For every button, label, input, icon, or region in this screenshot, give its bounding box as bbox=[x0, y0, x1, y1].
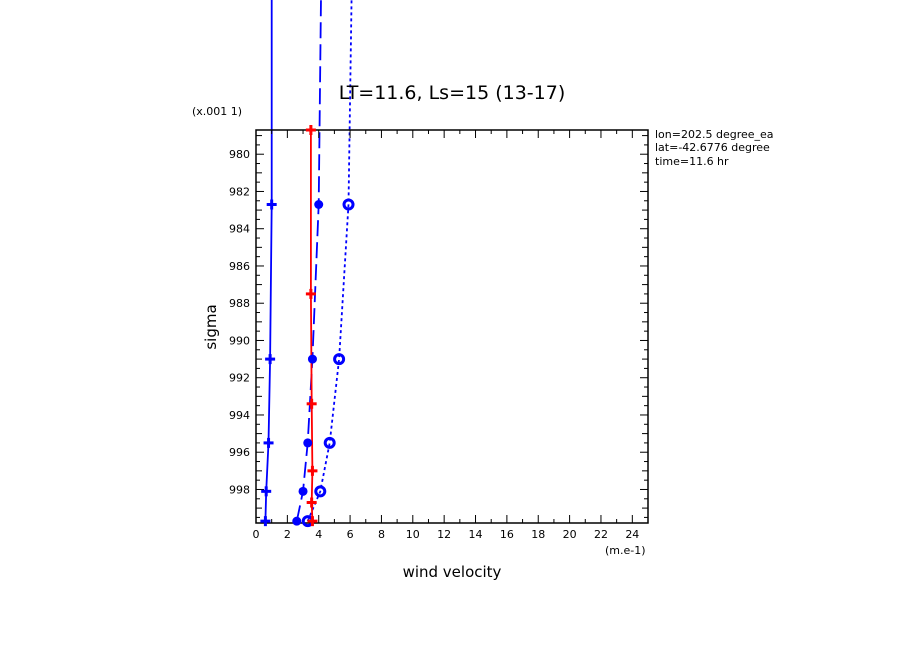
y-axis-ticks: 980 982 984 986 988 990 992 994 996 998 bbox=[229, 135, 648, 518]
y-tick-label: 986 bbox=[229, 260, 250, 273]
series-2-point bbox=[307, 354, 317, 364]
x-unit-label: (m.e-1) bbox=[605, 544, 646, 557]
x-axis-label: wind velocity bbox=[403, 563, 502, 581]
series-2-point bbox=[292, 516, 302, 526]
y-axis-label: sigma bbox=[202, 304, 220, 349]
annotation-lon: lon=202.5 degree_ea bbox=[655, 128, 774, 141]
annotation-time: time=11.6 hr bbox=[655, 155, 729, 168]
series-3-point bbox=[342, 198, 355, 211]
y-scale-label: (x.001 1) bbox=[192, 105, 242, 118]
x-tick-label: 12 bbox=[437, 528, 451, 541]
series-1-point bbox=[260, 516, 271, 527]
series-2-point bbox=[303, 438, 313, 448]
marker-layer bbox=[260, 125, 355, 528]
series-4-point bbox=[307, 465, 318, 476]
series-4-point bbox=[306, 497, 317, 508]
chart-title: LT=11.6, Ls=15 (13-17) bbox=[339, 82, 566, 104]
y-tick-label: 994 bbox=[229, 409, 250, 422]
y-tick-label: 980 bbox=[229, 148, 250, 161]
x-tick-label: 24 bbox=[625, 528, 639, 541]
x-tick-label: 20 bbox=[563, 528, 577, 541]
x-tick-label: 10 bbox=[406, 528, 420, 541]
series-2-point bbox=[298, 486, 308, 496]
y-tick-label: 988 bbox=[229, 297, 250, 310]
y-tick-label: 984 bbox=[229, 223, 250, 236]
y-tick-label: 990 bbox=[229, 334, 250, 347]
series-1-point bbox=[261, 486, 272, 497]
x-tick-label: 18 bbox=[531, 528, 545, 541]
x-axis-ticks: 0 2 4 6 8 10 12 14 16 18 20 22 24 bbox=[253, 130, 649, 541]
series-1-point bbox=[266, 199, 277, 210]
series-line-4 bbox=[309, 130, 314, 522]
x-tick-label: 8 bbox=[378, 528, 385, 541]
series-1-point bbox=[265, 354, 276, 365]
x-tick-label: 14 bbox=[469, 528, 483, 541]
series-4-point bbox=[307, 516, 318, 527]
series-4-point bbox=[305, 288, 316, 299]
series-4-point bbox=[305, 125, 316, 135]
x-tick-label: 16 bbox=[500, 528, 514, 541]
y-tick-label: 998 bbox=[229, 483, 250, 496]
x-tick-label: 6 bbox=[347, 528, 354, 541]
y-tick-label: 982 bbox=[229, 185, 250, 198]
x-tick-label: 0 bbox=[253, 528, 260, 541]
series-line-2 bbox=[295, 0, 322, 522]
y-tick-label: 992 bbox=[229, 372, 250, 385]
plot-frame bbox=[255, 129, 649, 524]
series-3-point bbox=[314, 485, 327, 498]
y-tick-label: 996 bbox=[229, 446, 250, 459]
series-2-point bbox=[314, 200, 324, 210]
x-tick-label: 4 bbox=[315, 528, 322, 541]
series-1-point bbox=[263, 437, 274, 448]
x-tick-label: 22 bbox=[594, 528, 608, 541]
series-line-3 bbox=[306, 0, 353, 522]
series-3-point bbox=[333, 353, 346, 366]
annotation-lat: lat=-42.6776 degree bbox=[655, 141, 770, 154]
series-3-point bbox=[323, 436, 336, 449]
x-tick-label: 2 bbox=[284, 528, 291, 541]
series-4-point bbox=[306, 398, 317, 409]
